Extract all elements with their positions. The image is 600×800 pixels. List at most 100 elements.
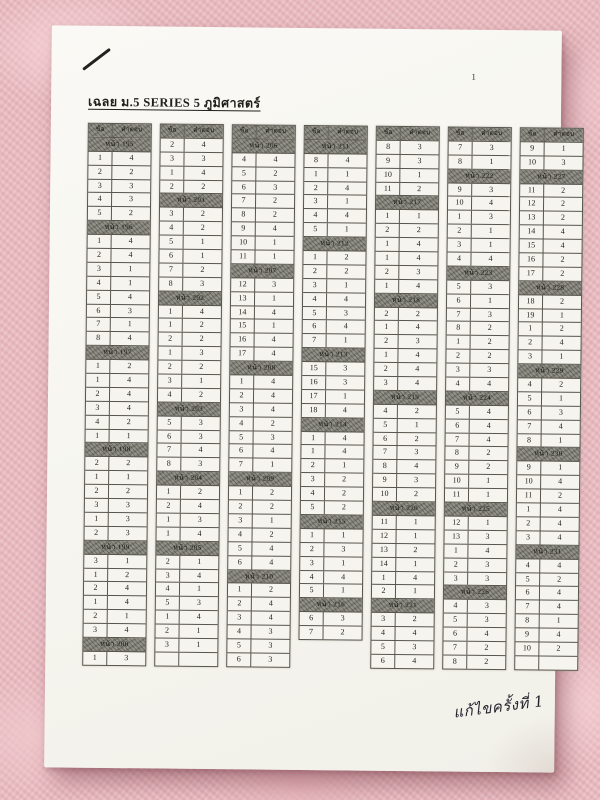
answer-value-cell: 1 [485, 517, 490, 527]
question-number-cell: 2 [156, 555, 181, 569]
question-number-cell: 7 [159, 263, 184, 277]
question-number-cell: 2 [158, 360, 183, 374]
answer-value-cell: 2 [270, 418, 275, 428]
answer-value-cell: 3 [341, 544, 346, 554]
question-number-cell: 8 [159, 277, 184, 291]
question-number-cell: 5 [447, 280, 472, 294]
answer-value-cell: 2 [556, 643, 561, 653]
answer-row: 11 1 [444, 488, 508, 504]
question-number-cell: 5 [86, 290, 112, 304]
question-number-cell: 1 [375, 237, 400, 252]
answer-value-cell: 2 [200, 264, 205, 274]
answer-value-cell: 4 [197, 570, 202, 580]
question-number-cell: 2 [229, 389, 255, 403]
answer-row: 17 1 [301, 389, 365, 405]
answer-value-cell: 3 [196, 598, 201, 608]
answer-value-cell: 3 [125, 500, 130, 510]
answer-value-cell: 3 [125, 514, 130, 524]
answer-value-cell: 4 [560, 226, 565, 236]
handwritten-note: แก้ไขครั้งที่ 1 [452, 692, 546, 722]
page-divider-row: หน้า 205 [156, 541, 219, 556]
answer-value-cell: 1 [345, 169, 350, 179]
question-number-cell: 1 [158, 346, 183, 360]
question-number-cell: 1 [446, 335, 471, 350]
question-number-cell: 2 [85, 457, 110, 471]
answer-value-cell: 3 [484, 615, 489, 625]
answer-value-cell: 3 [273, 182, 278, 192]
question-number-cell: 7 [445, 433, 470, 447]
answer-col-header: คำตอบ [112, 123, 151, 138]
question-number-cell: 8 [373, 460, 398, 474]
answer-value-cell: 4 [201, 139, 206, 149]
answer-row [515, 656, 577, 670]
answer-value-cell: 4 [557, 504, 562, 514]
question-col-header: ข้อ [448, 127, 473, 141]
question-number-cell: 13 [444, 530, 469, 544]
table-header-row: ข้อ คำตอบ [304, 126, 367, 141]
question-number-cell: 4 [229, 416, 254, 431]
question-number-cell: 15 [302, 362, 327, 376]
answer-value-cell: 1 [341, 558, 346, 568]
answer-value-cell: 1 [196, 639, 201, 649]
question-number-cell: 18 [301, 403, 326, 417]
answer-row: 11 1 [231, 250, 294, 265]
answer-value-cell: 1 [344, 224, 349, 234]
answer-value-cell: 2 [484, 642, 489, 652]
question-number-cell: 12 [231, 278, 256, 292]
answer-value-cell: 1 [272, 237, 277, 247]
answer-value-cell: 3 [343, 377, 348, 387]
answer-value-cell: 4 [556, 629, 561, 639]
question-number-cell: 3 [371, 612, 396, 627]
question-number-cell: 16 [302, 376, 327, 390]
question-number-cell: 2 [300, 542, 325, 556]
answer-value-cell: 2 [269, 487, 275, 497]
answer-value-cell: 3 [416, 267, 421, 277]
answer-value-cell: 1 [270, 460, 275, 470]
answer-row: 13 3 [444, 530, 507, 545]
answer-value-cell: 4 [415, 322, 420, 332]
question-number-cell: 15 [230, 319, 255, 333]
question-number-cell: 2 [84, 484, 110, 499]
table-header-row: ข้อ คำตอบ [448, 127, 511, 143]
answer-value-cell: 1 [558, 463, 563, 473]
page-divider-row: หน้า 218 [374, 293, 438, 308]
answer-value-cell: 2 [561, 199, 566, 209]
question-number-cell: 2 [374, 335, 399, 349]
question-number-cell: 9 [445, 460, 470, 475]
answer-value-cell: 3 [127, 305, 132, 315]
question-number-cell: 7 [232, 194, 257, 208]
question-number-cell: 5 [227, 639, 252, 653]
question-number-cell: 9 [373, 474, 398, 488]
answer-row: 15 3 [302, 362, 365, 377]
question-number-cell: 5 [303, 223, 328, 237]
page-divider-row: หน้า 215 [300, 514, 363, 530]
answer-row: 16 4 [230, 333, 293, 349]
page-divider-row: หน้า 221 [371, 599, 434, 614]
answer-value-cell: 4 [557, 532, 562, 542]
question-number-cell: 10 [515, 642, 540, 656]
answer-value-cell: 2 [273, 196, 278, 206]
